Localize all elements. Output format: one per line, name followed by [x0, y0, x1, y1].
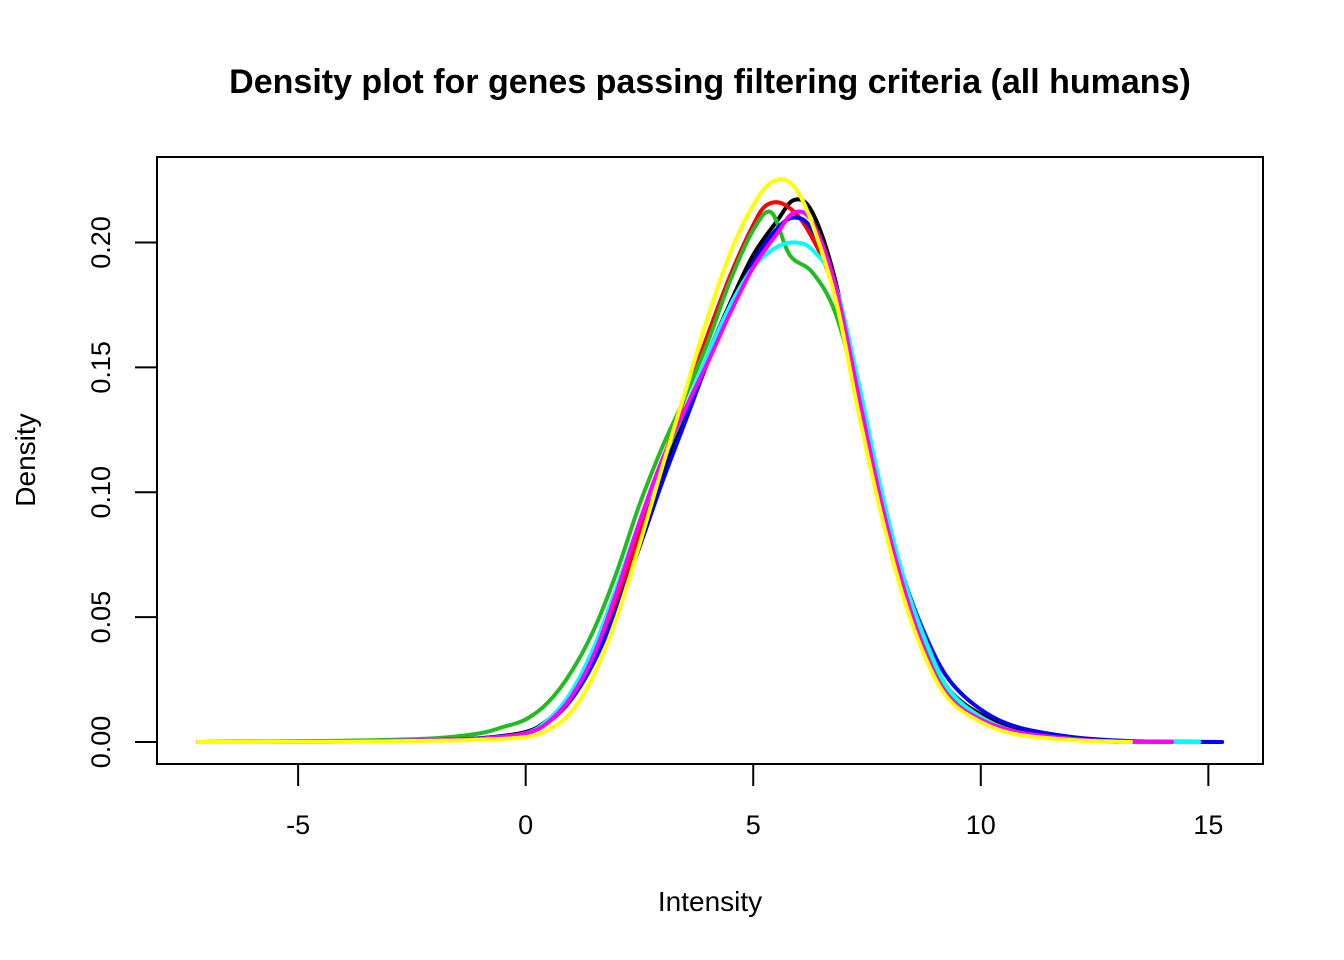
density-series-2: [196, 200, 1188, 744]
y-tick-label: 0.05: [86, 591, 116, 644]
x-tick-label: 5: [746, 810, 761, 840]
x-axis: -5 0 5 10 15: [286, 763, 1223, 840]
density-series-1: [196, 197, 1224, 744]
plot-frame: [156, 156, 1264, 765]
density-series-6: [196, 209, 1174, 744]
x-tick-label: 15: [1193, 810, 1223, 840]
y-axis-label: Density: [10, 413, 41, 506]
x-axis-label: Intensity: [658, 886, 762, 917]
y-tick-label: 0.15: [86, 341, 116, 394]
x-tick-label: 0: [518, 810, 533, 840]
x-tick-label: -5: [286, 810, 310, 840]
chart-title: Density plot for genes passing filtering…: [229, 63, 1191, 101]
y-tick-label: 0.00: [86, 716, 116, 769]
density-series-4: [196, 215, 1224, 744]
series-layer: [196, 177, 1224, 744]
x-tick-label: 10: [966, 810, 996, 840]
density-series-5: [196, 240, 1202, 744]
y-axis: 0.00 0.05 0.10 0.15 0.20: [86, 216, 158, 769]
y-tick-label: 0.10: [86, 466, 116, 519]
y-tick-label: 0.20: [86, 216, 116, 269]
density-series-7: [196, 177, 1133, 744]
